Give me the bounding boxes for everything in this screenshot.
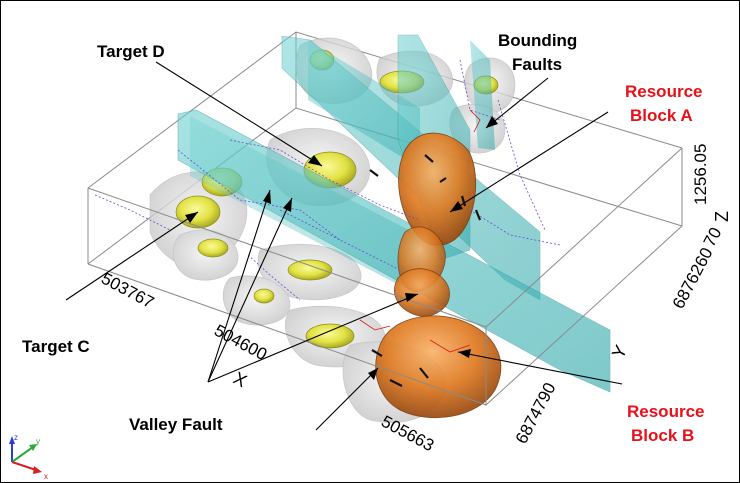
label-target-c: Target C [22, 337, 90, 356]
y-tick-suffix: 70 [700, 224, 726, 250]
resource-b-leader [457, 351, 623, 385]
triad-y: y [36, 437, 40, 446]
target-d-leader [155, 61, 323, 167]
label-bounding-faults-line1: Bounding [498, 31, 577, 50]
bounding-box-front [87, 147, 683, 406]
label-resource-block-b-line1: Resource [627, 402, 704, 421]
orientation-triad: z y x [9, 433, 48, 481]
resource-block-b-body [375, 315, 502, 419]
valley-fault-leader-3 [207, 293, 419, 383]
valley-fault-leader-2 [207, 197, 293, 383]
x-tick-0: 503767 [98, 269, 157, 312]
fault-plane-2 [308, 40, 420, 168]
target-c-leader [65, 211, 199, 301]
drillhole-traces [94, 59, 561, 301]
resource-b-lower-leader [315, 367, 379, 431]
callout-arrowheads [185, 116, 498, 380]
triad-z: z [14, 433, 18, 442]
x-tick-1: 504600 [211, 321, 270, 364]
y-tick-0: 6876260 [669, 245, 717, 312]
label-bounding-faults-line2: Faults [512, 55, 562, 74]
label-resource-block-a-line2: Block A [630, 106, 693, 125]
y-tick-1: 6874790 [512, 380, 560, 447]
triad-x: x [44, 472, 48, 481]
red-traces [359, 109, 481, 353]
bounding-faults-leader [485, 77, 549, 129]
z-tick: 1256.05 [691, 144, 710, 205]
resource-block-a-body [398, 132, 477, 246]
drill-collar-marks [369, 154, 482, 387]
z-axis-letter: Z [712, 211, 732, 222]
label-valley-fault: Valley Fault [129, 415, 223, 434]
label-resource-block-a-line1: Resource [625, 82, 702, 101]
label-resource-block-b-line2: Block B [631, 426, 694, 445]
valley-fault-leader-1 [207, 189, 271, 383]
resource-a-leader [449, 111, 609, 213]
resource-bodies [375, 132, 502, 419]
callout-lines [65, 61, 623, 431]
y-axis-letter: Y [608, 342, 631, 362]
label-target-d: Target D [97, 42, 165, 61]
